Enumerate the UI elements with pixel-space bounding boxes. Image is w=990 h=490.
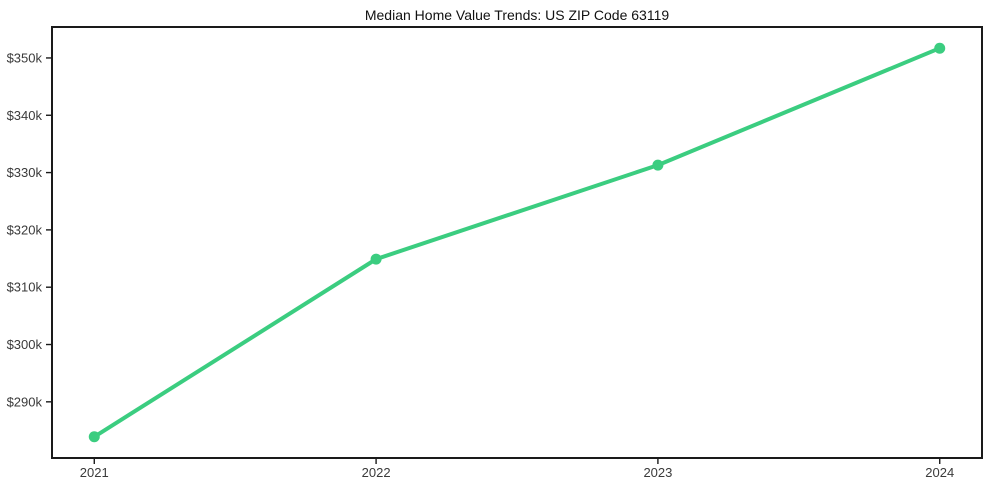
- x-tick-label: 2023: [643, 465, 672, 480]
- data-point: [370, 253, 382, 265]
- y-tick-label: $300k: [7, 337, 43, 352]
- plot-frame: [51, 26, 983, 459]
- plot-area: $290k $300k $310k $320k $330k $340k $350k 2021 2…: [7, 26, 983, 480]
- y-tick-label: $340k: [7, 108, 43, 123]
- y-tick-label: $320k: [7, 222, 43, 237]
- y-tick-label: $290k: [7, 394, 43, 409]
- y-tick-label: $330k: [7, 165, 43, 180]
- trend-line: [92, 46, 942, 439]
- y-tick-label: $350k: [7, 50, 43, 65]
- y-tick-label: $310k: [7, 280, 43, 295]
- chart-title: Median Home Value Trends: US ZIP Code 63…: [365, 7, 669, 23]
- x-tick-label: 2022: [362, 465, 391, 480]
- data-point: [652, 159, 664, 171]
- x-tick-label: 2024: [925, 465, 954, 480]
- data-point: [934, 42, 946, 54]
- data-point: [88, 431, 100, 443]
- x-tick-label: 2021: [80, 465, 109, 480]
